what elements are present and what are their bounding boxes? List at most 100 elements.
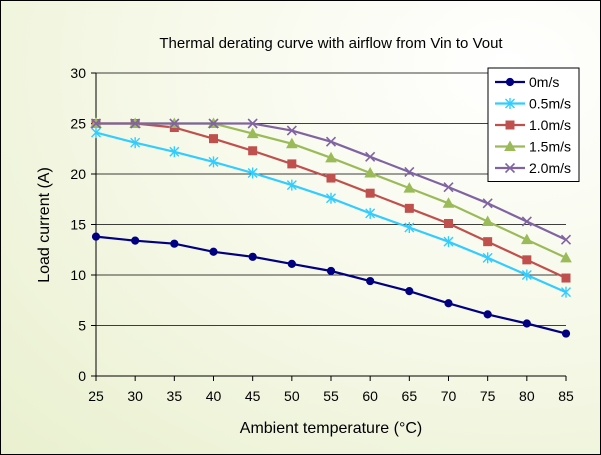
x-axis-label: Ambient temperature (°C) xyxy=(240,420,422,437)
y-tick-label: 20 xyxy=(70,166,86,182)
marker-stroke xyxy=(404,166,415,178)
legend-item: 1.0m/s xyxy=(495,117,571,133)
data-point xyxy=(444,218,453,228)
data-point xyxy=(522,319,531,328)
legend-item: 0.5m/s xyxy=(495,96,571,112)
data-point xyxy=(561,273,571,283)
x-tick-label: 80 xyxy=(519,388,535,404)
series-4 xyxy=(90,118,572,245)
data-point xyxy=(326,173,336,183)
x-tick-label: 70 xyxy=(441,388,457,404)
data-point xyxy=(326,192,336,204)
legend: 0m/s 0.5m/s 1.0m/s 1.5m/s 2.0m/s xyxy=(487,67,580,182)
data-point xyxy=(443,182,454,193)
data-point xyxy=(246,127,259,139)
legend-item: 0m/s xyxy=(495,74,559,90)
data-point xyxy=(504,162,516,174)
data-point xyxy=(131,236,140,245)
data-point xyxy=(286,179,297,191)
marker-stroke xyxy=(521,216,532,227)
data-point xyxy=(442,197,455,208)
data-point xyxy=(130,137,141,149)
data-point xyxy=(520,233,533,245)
data-point xyxy=(364,166,377,178)
data-point xyxy=(91,232,101,241)
data-point xyxy=(248,146,258,156)
data-point xyxy=(561,329,571,338)
marker-stroke xyxy=(208,118,219,129)
y-tick-label: 5 xyxy=(78,318,86,334)
data-point xyxy=(248,252,257,261)
data-point xyxy=(366,276,375,286)
data-point xyxy=(247,118,258,129)
data-point xyxy=(326,266,336,276)
data-point xyxy=(405,287,414,296)
y-tick-labels: 0 5 10 15 20 25 30 xyxy=(70,65,86,384)
data-point xyxy=(286,125,297,136)
data-point xyxy=(504,140,516,151)
x-tick-label: 45 xyxy=(245,388,261,404)
data-point xyxy=(130,118,141,129)
marker-stroke xyxy=(365,151,376,162)
data-point xyxy=(209,247,218,256)
data-point xyxy=(481,215,494,226)
data-point xyxy=(169,118,180,129)
legend-label: 1.5m/s xyxy=(529,139,571,155)
y-tick-label: 15 xyxy=(70,217,86,233)
data-point xyxy=(365,207,376,219)
data-point xyxy=(404,203,414,213)
y-tick-label: 0 xyxy=(78,368,86,384)
marker-stroke xyxy=(560,234,572,245)
x-tick-label: 55 xyxy=(323,388,339,404)
data-point xyxy=(365,151,376,162)
marker-stroke xyxy=(286,125,297,136)
data-point xyxy=(90,118,102,129)
legend-label: 0m/s xyxy=(529,74,559,90)
data-point xyxy=(522,255,532,265)
x-tick-label: 85 xyxy=(558,388,574,404)
data-point xyxy=(521,216,532,227)
x-tick-labels: 25 30 35 40 45 50 55 60 65 70 75 80 85 xyxy=(88,388,574,404)
x-tick-label: 50 xyxy=(284,388,300,404)
y-axis-label: Load current (A) xyxy=(36,167,53,283)
series-1 xyxy=(91,127,571,298)
marker-stroke xyxy=(130,118,141,129)
y-tick-label: 25 xyxy=(70,116,86,132)
legend-label: 2.0m/s xyxy=(529,160,571,176)
data-point xyxy=(561,286,571,298)
x-tick-label: 25 xyxy=(88,388,104,404)
marker-stroke xyxy=(482,198,493,209)
data-point xyxy=(443,236,454,248)
data-point xyxy=(208,118,219,129)
series-group xyxy=(90,117,572,338)
data-point xyxy=(560,234,572,245)
legend-item: 1.5m/s xyxy=(495,139,571,155)
data-point xyxy=(325,136,337,147)
x-tick-label: 35 xyxy=(167,388,183,404)
data-point xyxy=(444,299,453,308)
data-point xyxy=(404,222,415,234)
data-point xyxy=(285,137,298,149)
data-point xyxy=(505,120,515,130)
data-point xyxy=(483,310,492,319)
x-tick-label: 40 xyxy=(206,388,222,404)
data-point xyxy=(365,188,375,198)
x-tick-label: 65 xyxy=(402,388,418,404)
data-point xyxy=(287,159,297,169)
marker-stroke xyxy=(247,118,258,129)
legend-label: 0.5m/s xyxy=(529,96,571,112)
data-point xyxy=(209,134,218,144)
data-point xyxy=(404,166,415,178)
y-tick-label: 10 xyxy=(70,267,86,283)
data-point xyxy=(170,239,179,248)
data-point xyxy=(482,252,493,264)
series-0 xyxy=(91,232,571,338)
data-point xyxy=(483,237,493,247)
data-point xyxy=(287,259,296,268)
x-tick-label: 60 xyxy=(362,388,378,404)
data-point xyxy=(91,127,101,139)
data-point xyxy=(521,269,532,281)
y-tick-label: 30 xyxy=(70,65,86,81)
